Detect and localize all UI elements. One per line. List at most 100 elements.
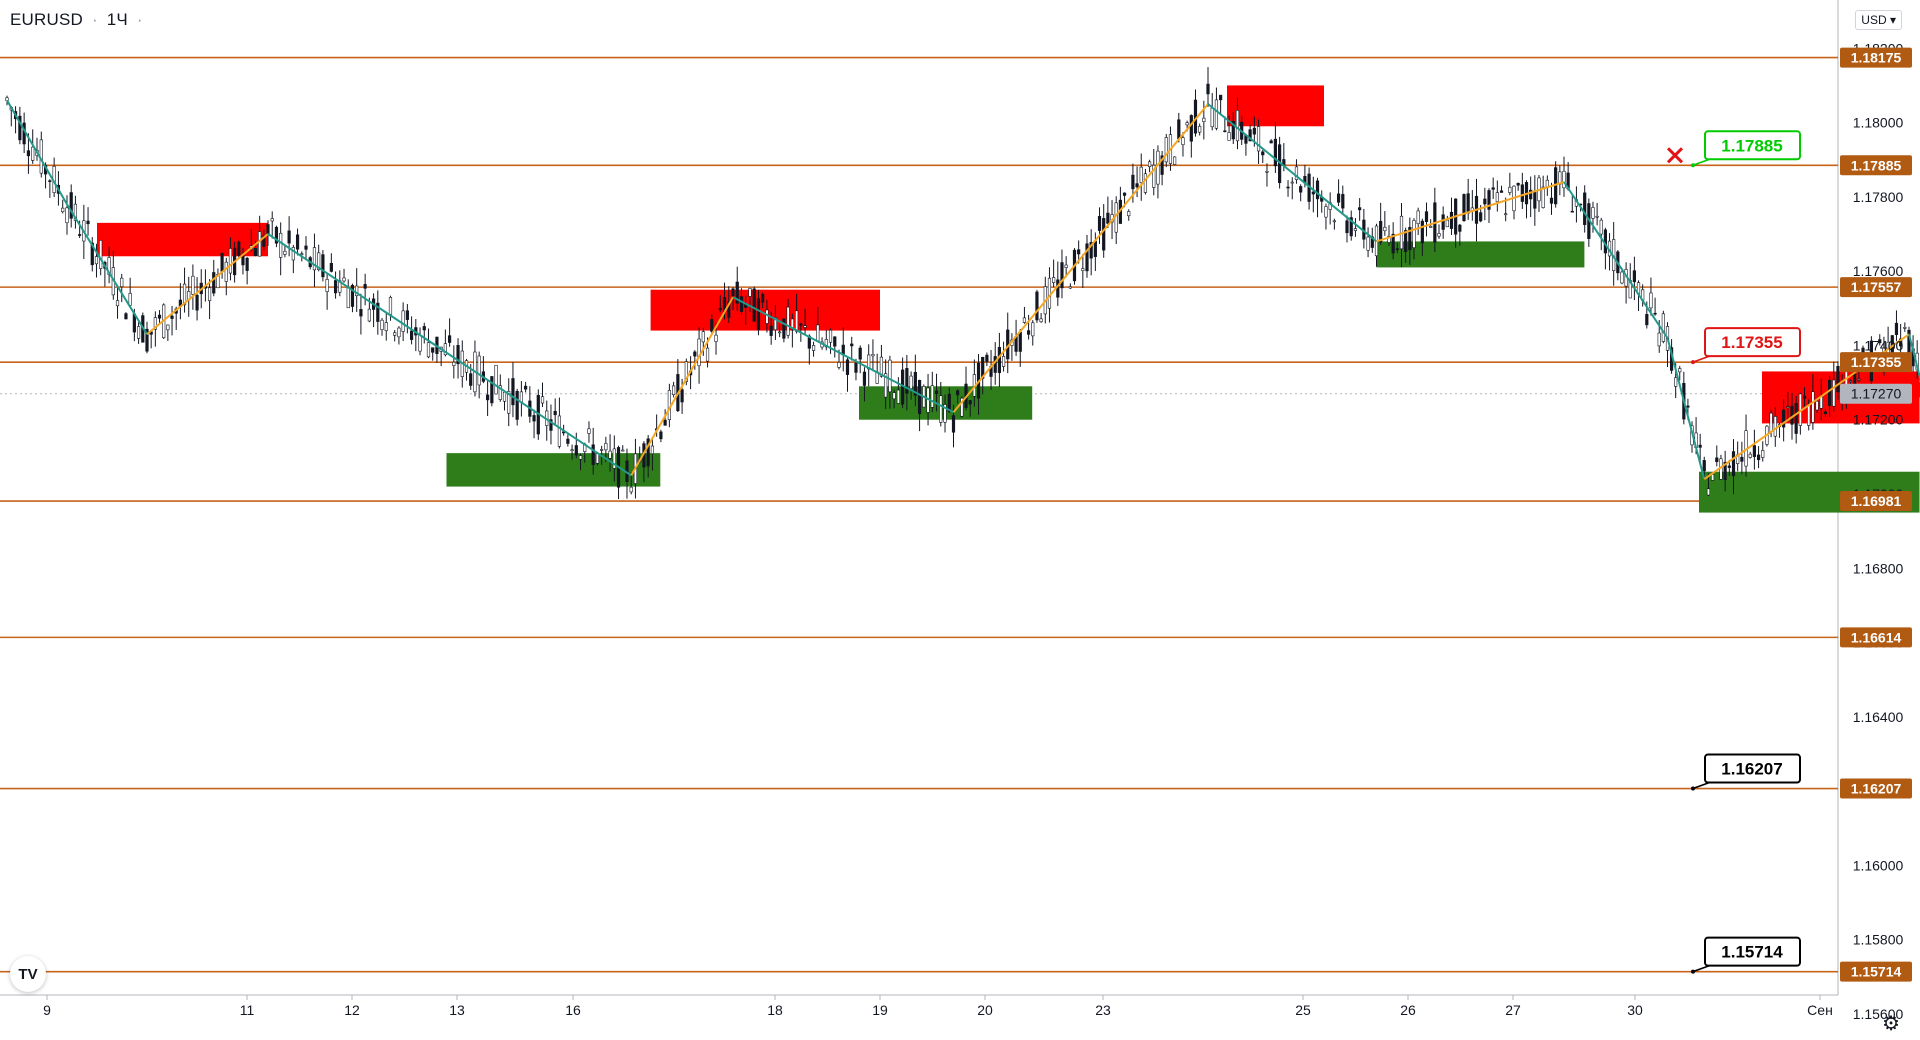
zigzag-segment[interactable]: [1376, 181, 1565, 243]
candle-body: [701, 331, 705, 343]
level-price-tag: [1840, 627, 1912, 648]
candle-body: [69, 192, 73, 219]
candle-body: [1620, 271, 1624, 284]
candle-body: [401, 310, 405, 332]
candle-body: [1420, 220, 1424, 244]
candle-body: [1315, 180, 1320, 200]
candle-body: [1462, 194, 1466, 221]
candle-body: [1591, 207, 1595, 219]
candle-body: [909, 375, 913, 389]
target-label-box[interactable]: [1704, 753, 1801, 784]
candle-body: [1790, 405, 1794, 425]
supply-zone[interactable]: [650, 289, 880, 331]
target-anchor-dot: [1691, 786, 1695, 791]
candle-body: [1815, 400, 1819, 411]
candle-body: [321, 254, 325, 278]
zigzag-segment[interactable]: [267, 233, 632, 477]
header-separator: ·: [91, 10, 98, 29]
candle-body: [705, 347, 710, 362]
zigzag-segment[interactable]: [146, 233, 269, 336]
candle-body: [1408, 227, 1412, 251]
candle-body: [237, 241, 241, 256]
candle-body: [845, 359, 850, 375]
candle-body: [90, 242, 94, 266]
demand-zone[interactable]: [1376, 241, 1585, 268]
candle-body: [1740, 456, 1744, 462]
candle-body: [1570, 210, 1574, 213]
candle-body: [1156, 150, 1160, 185]
candle-body: [397, 327, 401, 338]
zigzag-segment[interactable]: [732, 296, 954, 414]
price-tick-label: 1.17600: [1853, 263, 1904, 279]
level-price-text: 1.17885: [1851, 157, 1902, 173]
candle-body: [811, 345, 816, 351]
close-icon[interactable]: [1666, 147, 1684, 164]
zigzag-segment[interactable]: [952, 103, 1209, 413]
candle-body: [1479, 212, 1483, 222]
candle-body: [1181, 137, 1185, 145]
candle-body: [1068, 286, 1072, 289]
candle-body: [1106, 212, 1110, 224]
zigzag-segment[interactable]: [630, 296, 734, 476]
candle-body: [1131, 174, 1135, 190]
candle-body: [1894, 322, 1899, 335]
gear-icon[interactable]: ⚙: [1882, 1013, 1900, 1035]
target-label-box[interactable]: [1704, 130, 1801, 161]
candle-body: [1836, 366, 1840, 393]
candle-body: [1341, 194, 1345, 209]
current-price-text: 1.17270: [1851, 386, 1902, 402]
level-price-tag: [1840, 961, 1912, 982]
candle-body: [905, 368, 909, 394]
currency-button[interactable]: USD ▾: [1855, 10, 1902, 30]
candle-body: [1903, 327, 1907, 329]
candle-body: [1649, 292, 1653, 309]
candle-body: [367, 308, 371, 322]
candle-body: [1583, 192, 1587, 225]
candle-body: [120, 277, 124, 287]
level-price-text: 1.15714: [1851, 964, 1902, 980]
tradingview-logo[interactable]: TV: [10, 956, 46, 992]
zigzag-segment[interactable]: [1666, 337, 1706, 480]
candle-body: [1491, 187, 1495, 190]
candle-body: [1549, 197, 1554, 204]
candle-body: [1022, 317, 1027, 323]
symbol-header[interactable]: EURUSD · 1Ч ·: [10, 10, 147, 30]
candle-body: [1261, 151, 1265, 156]
candle-body: [968, 400, 972, 405]
candle-body: [1899, 338, 1903, 347]
zigzag-segment[interactable]: [1207, 103, 1378, 243]
candle-body: [862, 371, 867, 386]
candle-body: [346, 287, 350, 309]
timeframe-label[interactable]: 1Ч: [106, 10, 128, 29]
zigzag-segment[interactable]: [1563, 181, 1669, 339]
candle-body: [409, 330, 414, 340]
candle-body: [795, 310, 799, 332]
candle-body: [486, 394, 490, 401]
level-price-tag: [1840, 491, 1912, 512]
price-tick-label: 1.16000: [1853, 857, 1904, 873]
demand-zone[interactable]: [446, 453, 661, 487]
current-price-tag: [1840, 383, 1912, 404]
candle-body: [1516, 183, 1520, 186]
supply-zone[interactable]: [97, 222, 268, 257]
candle-body: [498, 385, 502, 400]
zigzag-segment[interactable]: [66, 203, 148, 335]
candle-body: [1139, 166, 1143, 183]
candle-body: [693, 351, 697, 357]
target-label-box[interactable]: [1704, 936, 1801, 967]
target-label-box[interactable]: [1704, 327, 1801, 358]
candle-body: [684, 361, 688, 383]
candle-body: [761, 293, 765, 303]
candle-body: [283, 250, 287, 255]
candle-body: [595, 453, 600, 464]
candle-body: [1823, 411, 1828, 415]
candle-body: [443, 343, 447, 356]
candle-body: [1235, 110, 1240, 142]
candle-body: [511, 378, 515, 406]
supply-zone[interactable]: [1227, 85, 1324, 127]
candle-body: [650, 445, 655, 455]
time-tick-label: 25: [1295, 1002, 1311, 1018]
zigzag-segment[interactable]: [6, 99, 68, 205]
candle-body: [1807, 404, 1811, 426]
